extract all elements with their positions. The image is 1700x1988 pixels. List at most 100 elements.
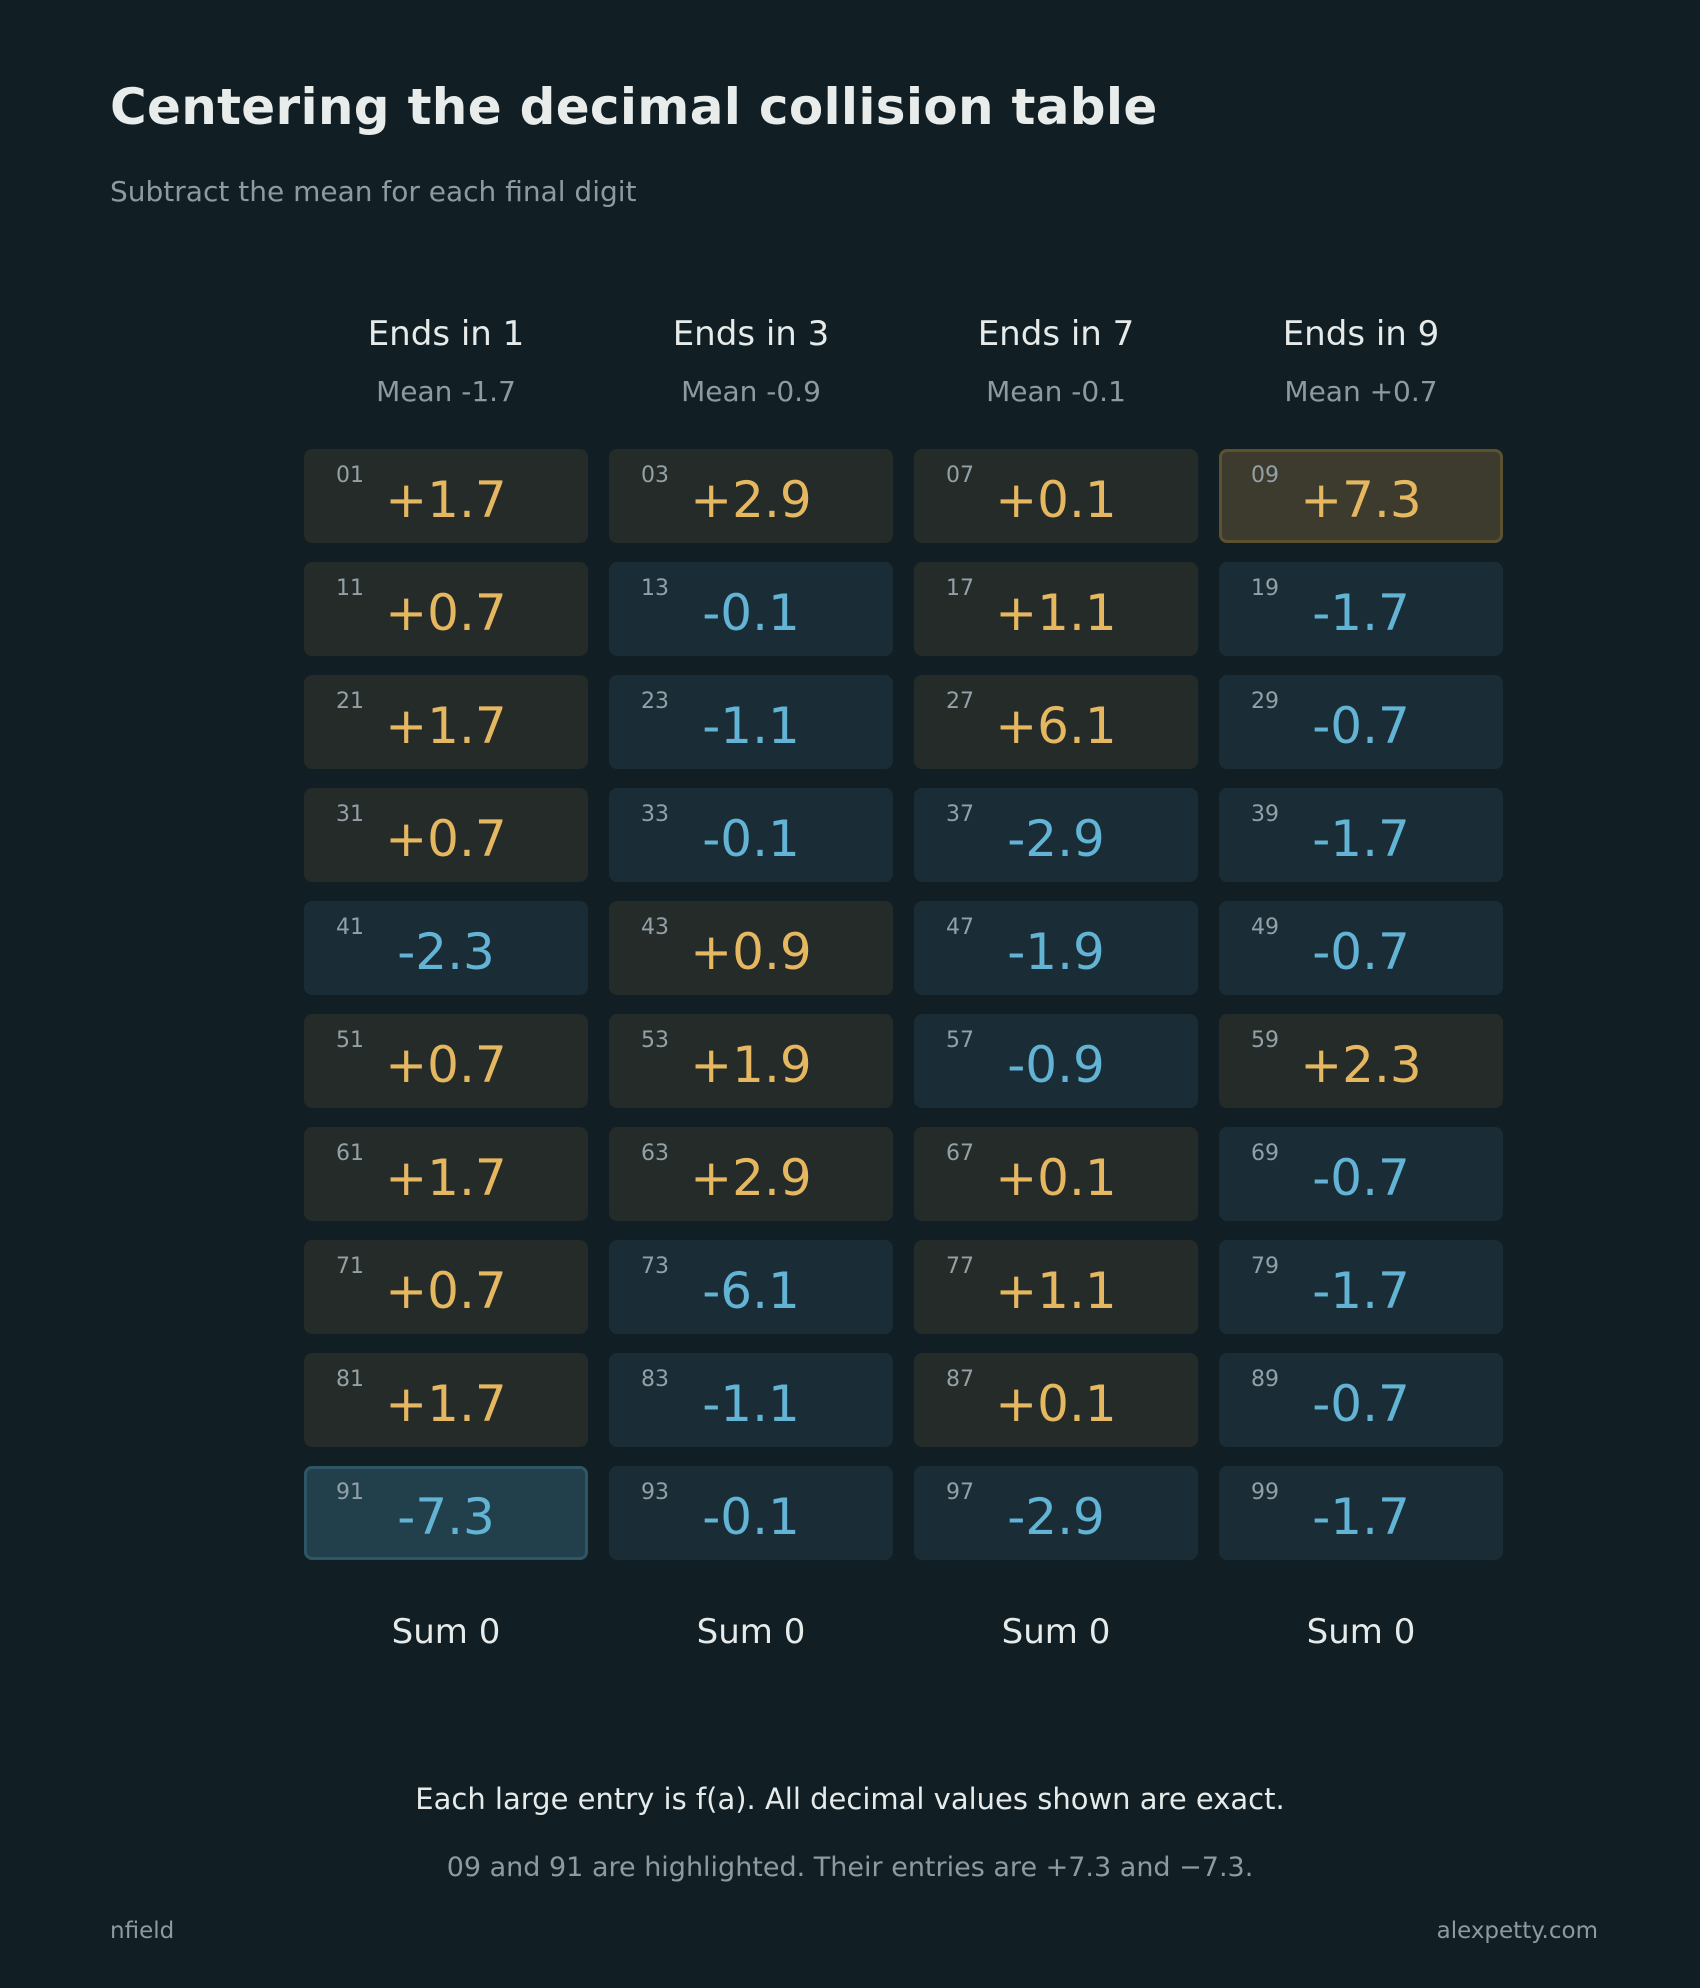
cell-value: -2.3 [397,923,495,981]
cell-value: -2.9 [1007,1488,1105,1546]
cell-number: 89 [1251,1367,1279,1392]
footer-site-label: alexpetty.com [1436,1918,1598,1944]
cell-value: -1.7 [1312,1262,1410,1320]
cell-number: 37 [946,802,974,827]
table-cell: 41 -2.3 [304,901,588,995]
table-cell: 27 +6.1 [914,675,1198,769]
highlight-note: 09 and 91 are highlighted. Their entries… [446,1852,1254,1883]
table-cell: 79 -1.7 [1219,1240,1503,1334]
explanation-note: Each large entry is f(a). All decimal va… [415,1782,1285,1816]
table-cell: 47 -1.9 [914,901,1198,995]
table-cell: 71 +0.7 [304,1240,588,1334]
cell-value: +1.1 [995,1262,1117,1320]
cell-number: 57 [946,1028,974,1053]
cell-value: +0.7 [385,1036,507,1094]
cell-value: -1.7 [1312,810,1410,868]
cell-value: +2.9 [690,471,812,529]
cell-value: +0.1 [995,1375,1117,1433]
column-sum: Sum 0 [1306,1612,1416,1652]
column-mean: Mean +0.7 [1284,375,1438,408]
table-cell: 97 -2.9 [914,1466,1198,1560]
table-cell: 23 -1.1 [609,675,893,769]
cell-number: 01 [336,463,364,488]
cell-number: 29 [1251,689,1279,714]
column-sum: Sum 0 [1001,1612,1111,1652]
cell-value: +1.7 [385,471,507,529]
page-title: Centering the decimal collision table [110,78,1158,136]
table-cell: 11 +0.7 [304,562,588,656]
table-cell: 57 -0.9 [914,1014,1198,1108]
table-cell: 73 -6.1 [609,1240,893,1334]
cell-value: +2.3 [1300,1036,1422,1094]
cell-value: +1.7 [385,1149,507,1207]
table-cell: 21 +1.7 [304,675,588,769]
cell-value: -7.3 [397,1488,495,1546]
table-cell: 39 -1.7 [1219,788,1503,882]
cell-number: 21 [336,689,364,714]
column-header: Ends in 1 Mean -1.7 [304,314,588,410]
table-cell: 59 +2.3 [1219,1014,1503,1108]
cell-number: 39 [1251,802,1279,827]
page-subtitle: Subtract the mean for each final digit [110,175,637,208]
cell-number: 07 [946,463,974,488]
table-cell: 87 +0.1 [914,1353,1198,1447]
cell-number: 91 [336,1480,364,1505]
cell-number: 17 [946,576,974,601]
cell-value: -0.1 [702,810,800,868]
cell-number: 13 [641,576,669,601]
cell-number: 09 [1251,463,1279,488]
column-title: Ends in 3 [672,314,830,354]
column-sum: Sum 0 [391,1612,501,1652]
table-cell: 83 -1.1 [609,1353,893,1447]
table-cell: 81 +1.7 [304,1353,588,1447]
table-cell: 67 +0.1 [914,1127,1198,1221]
cell-value: -1.7 [1312,1488,1410,1546]
table-cell: 69 -0.7 [1219,1127,1503,1221]
cell-number: 97 [946,1480,974,1505]
table-cell: 61 +1.7 [304,1127,588,1221]
cell-number: 99 [1251,1480,1279,1505]
cell-value: +0.1 [995,1149,1117,1207]
table-cell: 51 +0.7 [304,1014,588,1108]
cell-value: +0.7 [385,1262,507,1320]
table-cell: 03 +2.9 [609,449,893,543]
cell-number: 27 [946,689,974,714]
cell-number: 49 [1251,915,1279,940]
column-title: Ends in 9 [1282,314,1440,354]
cell-value: +6.1 [995,697,1117,755]
cell-value: -6.1 [702,1262,800,1320]
column-mean: Mean -1.7 [376,375,516,408]
cell-number: 77 [946,1254,974,1279]
column-sum: Sum 0 [696,1612,806,1652]
cell-number: 73 [641,1254,669,1279]
cell-value: -1.1 [702,697,800,755]
table-cell: 31 +0.7 [304,788,588,882]
cell-number: 19 [1251,576,1279,601]
cell-number: 59 [1251,1028,1279,1053]
cell-number: 83 [641,1367,669,1392]
table-cell: 99 -1.7 [1219,1466,1503,1560]
cell-value: +0.9 [690,923,812,981]
cell-number: 43 [641,915,669,940]
table-cell: 89 -0.7 [1219,1353,1503,1447]
cell-number: 63 [641,1141,669,1166]
highlighted-table-cell: 09 +7.3 [1219,449,1503,543]
table-cell: 49 -0.7 [1219,901,1503,995]
column-title: Ends in 7 [977,314,1135,354]
cell-number: 31 [336,802,364,827]
cell-value: +1.7 [385,1375,507,1433]
table-cell: 33 -0.1 [609,788,893,882]
footer-left-label: nfield [110,1918,175,1944]
cell-value: -0.7 [1312,697,1410,755]
cell-number: 61 [336,1141,364,1166]
table-cell: 13 -0.1 [609,562,893,656]
highlighted-table-cell: 91 -7.3 [304,1466,588,1560]
cell-value: +1.1 [995,584,1117,642]
cell-number: 67 [946,1141,974,1166]
column-header: Ends in 7 Mean -0.1 [914,314,1198,410]
table-cell: 63 +2.9 [609,1127,893,1221]
cell-value: -1.7 [1312,584,1410,642]
table-cell: 43 +0.9 [609,901,893,995]
table-cell: 77 +1.1 [914,1240,1198,1334]
cell-value: -0.9 [1007,1036,1105,1094]
